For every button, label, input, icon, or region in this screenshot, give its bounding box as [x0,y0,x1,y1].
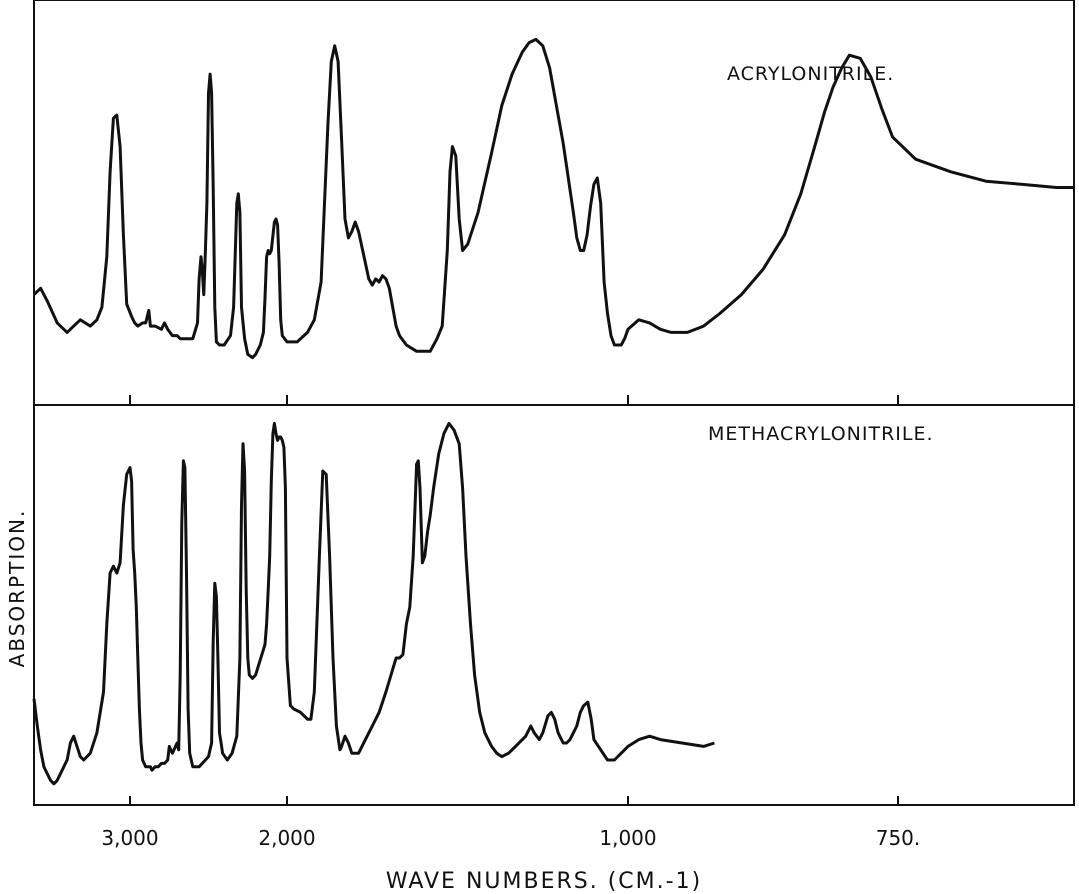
acrylonitrile-label: ACRYLONITRILE. [727,63,894,85]
plot-frame [33,0,1075,806]
x-tick-label-2000: 2,000 [258,826,315,850]
x-tick-label-750: 750. [876,826,921,850]
x-tick-labels: 3,000 2,000 1,000 750. [101,826,920,850]
lower-panel-tick-marks [129,796,899,805]
methacrylonitrile-spectrum-line [32,421,715,786]
x-tick-label-3000: 3,000 [101,826,158,850]
x-tick-label-1000: 1,000 [599,826,656,850]
x-axis-label: WAVE NUMBERS. (CM.-1) [386,869,702,894]
y-axis-label: ABSORPTION. [5,509,29,668]
methacrylonitrile-label: METHACRYLONITRILE. [708,423,934,445]
acrylonitrile-spectrum-line [32,37,1074,360]
upper-panel-tick-marks [129,395,899,405]
